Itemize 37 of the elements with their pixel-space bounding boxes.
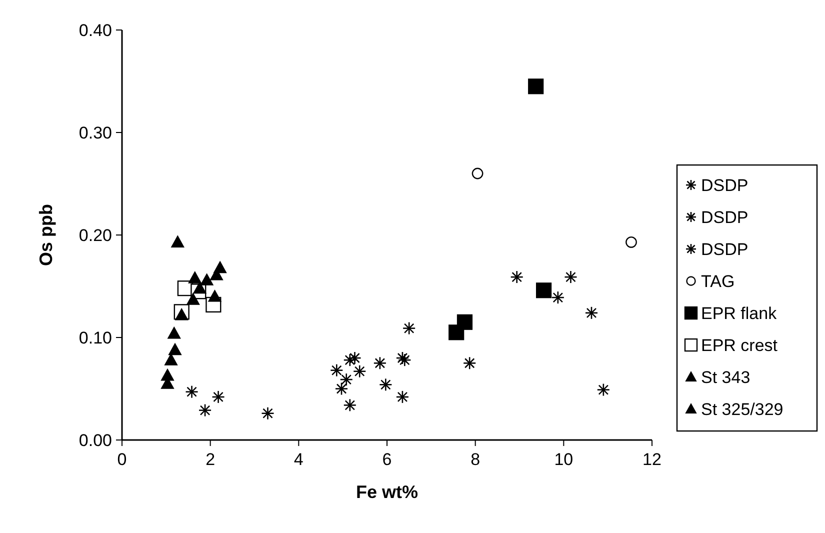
- point: [448, 324, 464, 340]
- point: [472, 168, 484, 180]
- x-tick-label: 8: [470, 450, 480, 469]
- point: [171, 236, 184, 248]
- point: [626, 236, 637, 248]
- x-tick-label: 0: [117, 450, 127, 469]
- legend-label: DSDP: [701, 240, 748, 259]
- point: [164, 354, 178, 366]
- x-axis-title: Fe wt%: [356, 482, 418, 502]
- point: [528, 78, 544, 94]
- point: [200, 274, 214, 286]
- y-axis-title: Os ppb: [36, 204, 56, 266]
- x-tick-label: 2: [206, 450, 216, 469]
- x-tick-label: 12: [642, 450, 662, 469]
- y-tick-label: 0.00: [78, 431, 112, 450]
- x-tick-label: 4: [294, 450, 304, 469]
- y-tick-label: 0.10: [78, 328, 112, 348]
- legend-label: EPR flank: [701, 304, 778, 323]
- point: [186, 293, 200, 305]
- point: [536, 282, 552, 298]
- y-tick-label: 0.30: [78, 124, 112, 142]
- legend-label: St 325/329: [701, 400, 784, 419]
- legend-label: St 343: [701, 368, 750, 387]
- x-tick-label: 10: [554, 450, 574, 469]
- x-tick-label: 6: [382, 450, 392, 469]
- point: [208, 290, 222, 302]
- point: [168, 326, 181, 339]
- point: [175, 308, 188, 320]
- legend-label: TAG: [701, 272, 735, 291]
- legend-label: EPR crest: [701, 336, 778, 355]
- y-tick-label: 0.40: [78, 21, 112, 40]
- legend-label: DSDP: [701, 176, 748, 195]
- point: [188, 272, 202, 284]
- point: [193, 282, 206, 294]
- y-tick-label: 0.20: [78, 226, 112, 245]
- point: [168, 343, 182, 356]
- legend-label: DSDP: [701, 208, 748, 227]
